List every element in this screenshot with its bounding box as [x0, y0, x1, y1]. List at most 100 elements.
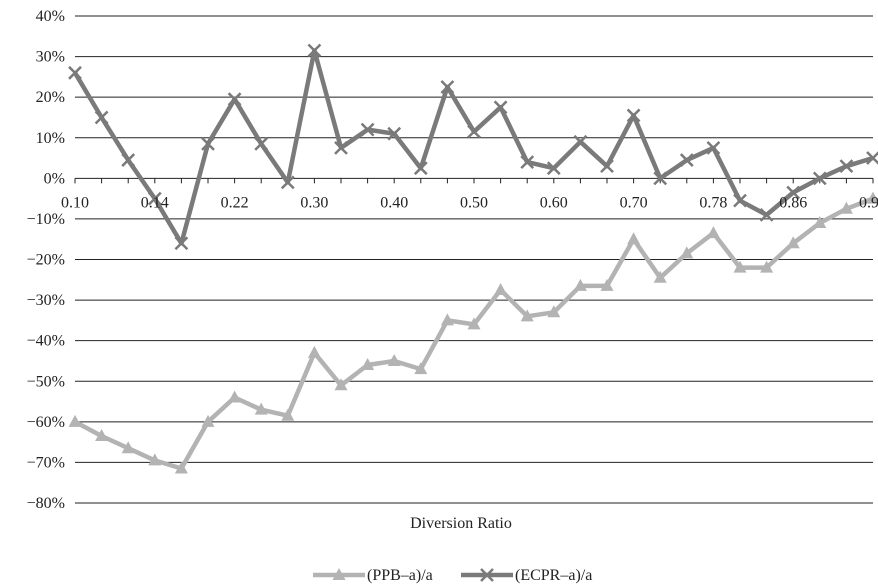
data-point [493, 100, 508, 115]
data-point [227, 92, 242, 107]
data-point [547, 305, 561, 318]
y-tick-label: 20% [36, 89, 65, 106]
legend-marker [332, 568, 346, 580]
y-tick-label: −70% [27, 454, 65, 471]
x-tick-label: 0.78 [699, 194, 727, 211]
data-point [679, 153, 694, 167]
data-point [600, 159, 614, 174]
data-point [733, 260, 747, 273]
y-tick-label: −20% [27, 252, 65, 269]
data-point [201, 414, 215, 427]
data-point [627, 232, 641, 245]
data-point [733, 193, 747, 208]
data-point [839, 159, 854, 174]
legend-item: (PPB–a)/a [313, 567, 433, 584]
y-tick-label: −50% [27, 373, 65, 390]
data-point [307, 345, 321, 358]
x-tick-label: 0.10 [61, 194, 89, 211]
y-tick-label: −30% [27, 292, 65, 309]
data-point [786, 185, 801, 200]
legend-label: (ECPR–a)/a [515, 567, 592, 584]
x-tick-label: 0.40 [380, 194, 408, 211]
data-point [360, 122, 375, 137]
data-point [387, 353, 401, 366]
data-point [387, 126, 402, 141]
data-point [121, 153, 136, 167]
x-axis-label: Diversion Ratio [410, 515, 512, 532]
series-line [73, 48, 874, 246]
data-point [121, 441, 135, 454]
x-tick-label: 0.22 [221, 194, 249, 211]
data-point [546, 161, 561, 176]
series-group [68, 43, 878, 474]
data-point [334, 141, 348, 155]
x-tick-label: 0.50 [460, 194, 488, 211]
data-point [94, 110, 109, 125]
data-point [174, 236, 189, 251]
y-tick-label: −80% [27, 495, 65, 512]
data-point [228, 390, 242, 403]
data-point [680, 246, 694, 259]
data-point [653, 270, 667, 283]
data-point [520, 309, 534, 322]
gridlines [75, 15, 873, 504]
data-point [440, 313, 454, 326]
y-tick-label: 30% [36, 49, 65, 66]
x-tick-label: 0.30 [300, 194, 328, 211]
y-axis-ticks: 40% 30% 20% 10% 0% −10% −20% −30% −40% −50% −60% −7… [27, 8, 65, 512]
y-tick-label: −40% [27, 333, 65, 350]
data-point [706, 141, 721, 155]
legend-item: (ECPR–a)/a [461, 567, 592, 584]
data-point [68, 65, 82, 80]
data-point [68, 414, 82, 427]
data-point [573, 134, 588, 149]
data-point [280, 175, 295, 190]
data-point [760, 260, 774, 273]
x-axis-ticks: 0.10 0.14 0.22 0.30 0.40 0.50 0.60 0.70 0.78 0.86… [61, 194, 878, 211]
y-tick-label: 0% [44, 170, 65, 187]
legend-label: (PPB–a)/a [367, 567, 433, 584]
data-point [361, 358, 375, 371]
data-point [759, 207, 774, 222]
x-tick-label: 0.14 [141, 194, 169, 211]
data-point [520, 155, 535, 169]
data-point [653, 171, 668, 186]
data-point [467, 124, 481, 139]
x-tick-label: 0.86 [779, 194, 807, 211]
data-point [307, 43, 322, 58]
data-point [706, 226, 720, 239]
data-point [440, 80, 455, 94]
x-tick-label: 0.70 [620, 194, 648, 211]
data-point [573, 278, 587, 291]
x-tick-label: 0.90 [859, 194, 878, 211]
legend: (PPB–a)/a (ECPR–a)/a [313, 567, 592, 584]
data-point [95, 429, 109, 442]
x-axis-line [74, 177, 874, 184]
data-point [866, 191, 878, 204]
y-tick-label: 40% [36, 8, 65, 25]
y-tick-label: −10% [27, 211, 65, 228]
data-point [494, 282, 508, 295]
data-point [413, 161, 428, 176]
data-point [839, 201, 853, 214]
data-point [414, 362, 428, 375]
x-tick-label: 0.60 [540, 194, 568, 211]
data-point [201, 136, 215, 151]
series-ppb [68, 191, 878, 474]
data-point [786, 236, 800, 249]
legend-marker [480, 568, 494, 582]
y-tick-label: −60% [27, 414, 65, 431]
data-point [174, 461, 188, 474]
data-point [467, 317, 481, 330]
data-point [813, 215, 827, 228]
data-point [281, 408, 295, 421]
data-point [626, 108, 641, 123]
series-ecpr [68, 43, 878, 251]
data-point [812, 171, 827, 186]
data-point [866, 151, 878, 165]
y-tick-label: 10% [36, 130, 65, 147]
data-point [600, 278, 614, 291]
data-point [254, 136, 269, 151]
data-point [147, 191, 162, 206]
